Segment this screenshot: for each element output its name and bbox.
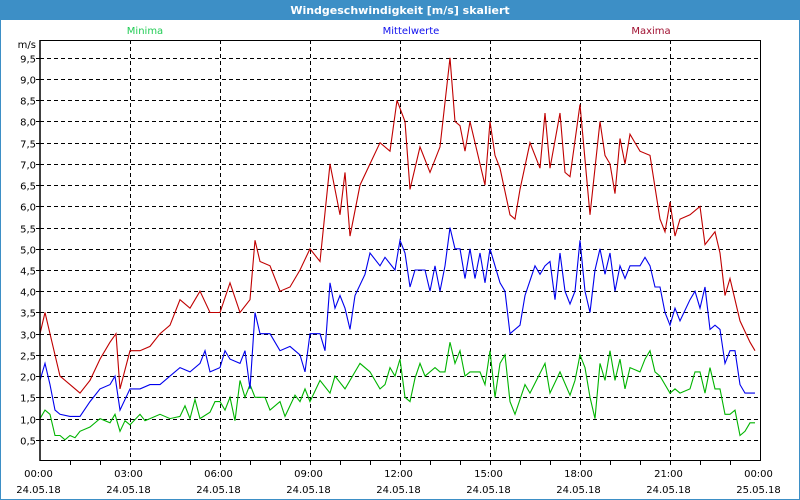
y-tick-label: 8,5: [20, 97, 36, 108]
grid: [40, 40, 760, 460]
y-tick-label: 2,0: [20, 373, 36, 384]
y-axis: 0,5 1,0 1,5 2,0 2,5 3,0 3,5 4,0 4,5 5,0 5,5 6,0 6,5 7…: [20, 55, 40, 448]
window-title: Windgeschwindigkeit [m/s] skaliert: [1, 1, 799, 20]
y-tick-label: 5,0: [20, 246, 36, 257]
x-tick-time: 18:00: [564, 469, 593, 480]
x-tick-date: 25.05.18: [736, 485, 781, 496]
legend-minima: Minima: [127, 26, 163, 37]
x-tick-date: 24.05.18: [16, 485, 61, 496]
y-tick-label: 6,0: [20, 203, 36, 214]
y-axis-unit: m/s: [18, 40, 36, 51]
y-tick-label: 3,5: [20, 309, 36, 320]
y-tick-label: 4,5: [20, 267, 36, 278]
y-tick-label: 1,5: [20, 394, 36, 405]
y-tick-label: 9,5: [20, 55, 36, 66]
y-tick-label: 7,5: [20, 140, 36, 151]
x-tick-time: 21:00: [654, 469, 683, 480]
x-tick-date: 24.05.18: [466, 485, 511, 496]
x-tick-date: 24.05.18: [286, 485, 331, 496]
x-tick-time: 06:00: [204, 469, 233, 480]
x-tick-time: 00:00: [744, 469, 773, 480]
y-tick-label: 9,0: [20, 76, 36, 87]
series-lines: [39, 57, 756, 441]
x-tick-date: 24.05.18: [556, 485, 601, 496]
x-tick-time: 09:00: [294, 469, 323, 480]
y-tick-label: 1,0: [20, 416, 36, 427]
y-tick-label: 3,0: [20, 331, 36, 342]
x-tick-time: 12:00: [384, 469, 413, 480]
y-tick-label: 0,5: [20, 437, 36, 448]
x-tick-date: 24.05.18: [106, 485, 151, 496]
x-tick-date: 24.05.18: [646, 485, 691, 496]
x-tick-time: 03:00: [114, 469, 143, 480]
x-axis: 00:00 24.05.18 03:00 24.05.18 06:00 24.05.18 0…: [16, 461, 781, 496]
x-tick-time: 00:00: [24, 469, 53, 480]
y-tick-label: 8,0: [20, 118, 36, 129]
legend-maxima: Maxima: [631, 26, 670, 37]
series-line-max: [39, 57, 756, 394]
series-line-mean: [39, 227, 755, 417]
y-tick-label: 5,5: [20, 225, 36, 236]
series-line-min: [39, 342, 755, 441]
y-tick-label: 7,0: [20, 161, 36, 172]
x-tick-time: 15:00: [474, 469, 503, 480]
legend-mittelwerte: Mittelwerte: [383, 26, 440, 37]
x-tick-date: 24.05.18: [196, 485, 241, 496]
y-tick-label: 4,0: [20, 288, 36, 299]
x-tick-date: 24.05.18: [376, 485, 421, 496]
y-tick-label: 6,5: [20, 182, 36, 193]
y-tick-label: 2,5: [20, 352, 36, 363]
